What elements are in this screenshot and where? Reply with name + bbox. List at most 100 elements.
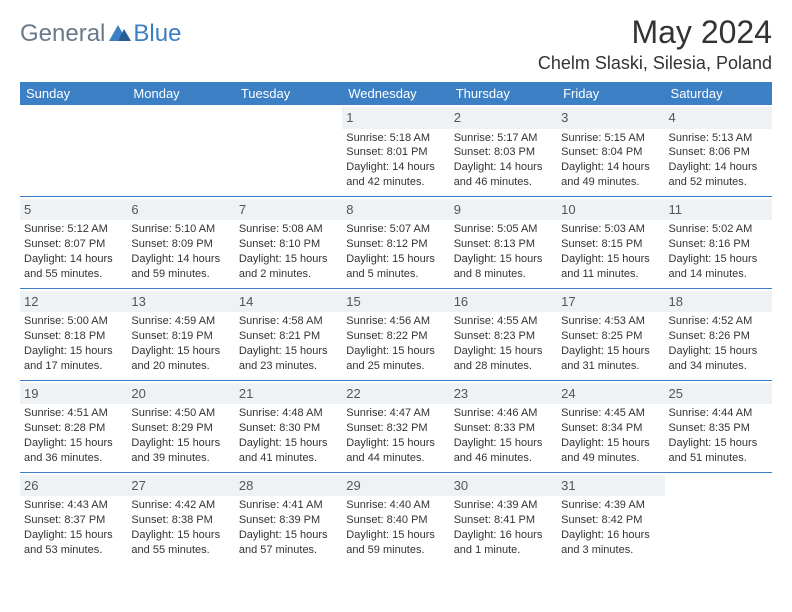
month-title: May 2024 [538, 14, 772, 51]
sunset-text: Sunset: 8:22 PM [346, 329, 445, 344]
day-number: 6 [127, 199, 234, 221]
day-cell: 9Sunrise: 5:05 AMSunset: 8:13 PMDaylight… [450, 196, 557, 288]
daylight-text: Daylight: 15 hours [346, 344, 445, 359]
empty-cell: · [235, 105, 342, 196]
daylight-text: Daylight: 15 hours [239, 344, 338, 359]
sunrise-text: Sunrise: 4:59 AM [131, 314, 230, 329]
sunrise-text: Sunrise: 4:52 AM [669, 314, 768, 329]
sunrise-text: Sunrise: 4:39 AM [454, 498, 553, 513]
sunrise-text: Sunrise: 4:53 AM [561, 314, 660, 329]
day-cell: 22Sunrise: 4:47 AMSunset: 8:32 PMDayligh… [342, 380, 449, 472]
day-cell: 24Sunrise: 4:45 AMSunset: 8:34 PMDayligh… [557, 380, 664, 472]
day-cell: 25Sunrise: 4:44 AMSunset: 8:35 PMDayligh… [665, 380, 772, 472]
sunset-text: Sunset: 8:34 PM [561, 421, 660, 436]
day-number: 11 [665, 199, 772, 221]
daylight-text: Daylight: 14 hours [131, 252, 230, 267]
sunrise-text: Sunrise: 4:39 AM [561, 498, 660, 513]
day-header: Friday [557, 82, 664, 105]
day-cell: 1Sunrise: 5:18 AMSunset: 8:01 PMDaylight… [342, 105, 449, 196]
daylight-text: Daylight: 15 hours [669, 344, 768, 359]
sunset-text: Sunset: 8:06 PM [669, 145, 768, 160]
calendar-row: 12Sunrise: 5:00 AMSunset: 8:18 PMDayligh… [20, 288, 772, 380]
sunrise-text: Sunrise: 4:58 AM [239, 314, 338, 329]
day-number: 29 [342, 475, 449, 497]
daylight-text: Daylight: 15 hours [561, 436, 660, 451]
daylight-text: Daylight: 15 hours [239, 252, 338, 267]
daylight-text: and 42 minutes. [346, 175, 445, 190]
sunrise-text: Sunrise: 4:44 AM [669, 406, 768, 421]
day-cell: 28Sunrise: 4:41 AMSunset: 8:39 PMDayligh… [235, 472, 342, 563]
day-cell: 17Sunrise: 4:53 AMSunset: 8:25 PMDayligh… [557, 288, 664, 380]
day-cell: 23Sunrise: 4:46 AMSunset: 8:33 PMDayligh… [450, 380, 557, 472]
daylight-text: Daylight: 15 hours [131, 344, 230, 359]
sunrise-text: Sunrise: 4:46 AM [454, 406, 553, 421]
day-header: Thursday [450, 82, 557, 105]
daylight-text: Daylight: 15 hours [346, 252, 445, 267]
daylight-text: and 23 minutes. [239, 359, 338, 374]
logo: General Blue [20, 20, 181, 48]
day-number: 16 [450, 291, 557, 313]
daylight-text: and 59 minutes. [346, 543, 445, 558]
sunset-text: Sunset: 8:30 PM [239, 421, 338, 436]
sunrise-text: Sunrise: 5:17 AM [454, 131, 553, 146]
day-cell: 15Sunrise: 4:56 AMSunset: 8:22 PMDayligh… [342, 288, 449, 380]
day-number: 9 [450, 199, 557, 221]
sunrise-text: Sunrise: 4:51 AM [24, 406, 123, 421]
daylight-text: and 25 minutes. [346, 359, 445, 374]
day-number: 18 [665, 291, 772, 313]
daylight-text: and 49 minutes. [561, 451, 660, 466]
sunset-text: Sunset: 8:12 PM [346, 237, 445, 252]
day-cell: 5Sunrise: 5:12 AMSunset: 8:07 PMDaylight… [20, 196, 127, 288]
daylight-text: Daylight: 15 hours [454, 252, 553, 267]
day-cell: 21Sunrise: 4:48 AMSunset: 8:30 PMDayligh… [235, 380, 342, 472]
sunset-text: Sunset: 8:29 PM [131, 421, 230, 436]
day-cell: 27Sunrise: 4:42 AMSunset: 8:38 PMDayligh… [127, 472, 234, 563]
daylight-text: Daylight: 15 hours [346, 528, 445, 543]
day-number: 1 [342, 107, 449, 129]
day-header-row: SundayMondayTuesdayWednesdayThursdayFrid… [20, 82, 772, 105]
triangle-icon [109, 23, 131, 46]
day-number: 13 [127, 291, 234, 313]
sunset-text: Sunset: 8:19 PM [131, 329, 230, 344]
sunset-text: Sunset: 8:01 PM [346, 145, 445, 160]
sunrise-text: Sunrise: 4:56 AM [346, 314, 445, 329]
daylight-text: and 11 minutes. [561, 267, 660, 282]
daylight-text: Daylight: 15 hours [346, 436, 445, 451]
empty-cell: · [665, 472, 772, 563]
empty-cell: · [127, 105, 234, 196]
day-number: 8 [342, 199, 449, 221]
sunset-text: Sunset: 8:41 PM [454, 513, 553, 528]
daylight-text: and 59 minutes. [131, 267, 230, 282]
day-cell: 7Sunrise: 5:08 AMSunset: 8:10 PMDaylight… [235, 196, 342, 288]
sunrise-text: Sunrise: 4:48 AM [239, 406, 338, 421]
daylight-text: Daylight: 16 hours [454, 528, 553, 543]
sunrise-text: Sunrise: 5:00 AM [24, 314, 123, 329]
day-header: Sunday [20, 82, 127, 105]
daylight-text: and 39 minutes. [131, 451, 230, 466]
day-cell: 30Sunrise: 4:39 AMSunset: 8:41 PMDayligh… [450, 472, 557, 563]
daylight-text: and 46 minutes. [454, 451, 553, 466]
sunset-text: Sunset: 8:38 PM [131, 513, 230, 528]
daylight-text: Daylight: 15 hours [131, 528, 230, 543]
sunset-text: Sunset: 8:40 PM [346, 513, 445, 528]
daylight-text: Daylight: 16 hours [561, 528, 660, 543]
sunrise-text: Sunrise: 5:18 AM [346, 131, 445, 146]
sunset-text: Sunset: 8:37 PM [24, 513, 123, 528]
day-number: 28 [235, 475, 342, 497]
daylight-text: Daylight: 15 hours [24, 528, 123, 543]
day-number: 30 [450, 475, 557, 497]
day-number: 4 [665, 107, 772, 129]
sunset-text: Sunset: 8:07 PM [24, 237, 123, 252]
sunset-text: Sunset: 8:21 PM [239, 329, 338, 344]
sunset-text: Sunset: 8:28 PM [24, 421, 123, 436]
daylight-text: and 5 minutes. [346, 267, 445, 282]
daylight-text: Daylight: 15 hours [561, 252, 660, 267]
title-block: May 2024 Chelm Slaski, Silesia, Poland [538, 14, 772, 74]
sunrise-text: Sunrise: 4:40 AM [346, 498, 445, 513]
daylight-text: and 53 minutes. [24, 543, 123, 558]
sunset-text: Sunset: 8:39 PM [239, 513, 338, 528]
day-cell: 14Sunrise: 4:58 AMSunset: 8:21 PMDayligh… [235, 288, 342, 380]
daylight-text: and 14 minutes. [669, 267, 768, 282]
daylight-text: and 28 minutes. [454, 359, 553, 374]
day-cell: 3Sunrise: 5:15 AMSunset: 8:04 PMDaylight… [557, 105, 664, 196]
